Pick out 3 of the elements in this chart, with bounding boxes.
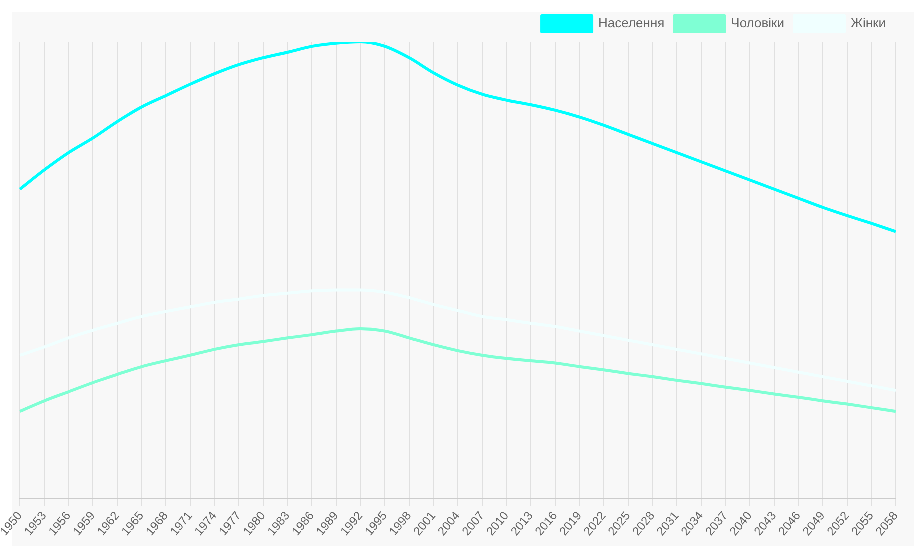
legend-label: Населення xyxy=(598,16,665,31)
legend-label: Жінки xyxy=(850,16,886,31)
legend-label: Чоловіки xyxy=(731,16,784,31)
